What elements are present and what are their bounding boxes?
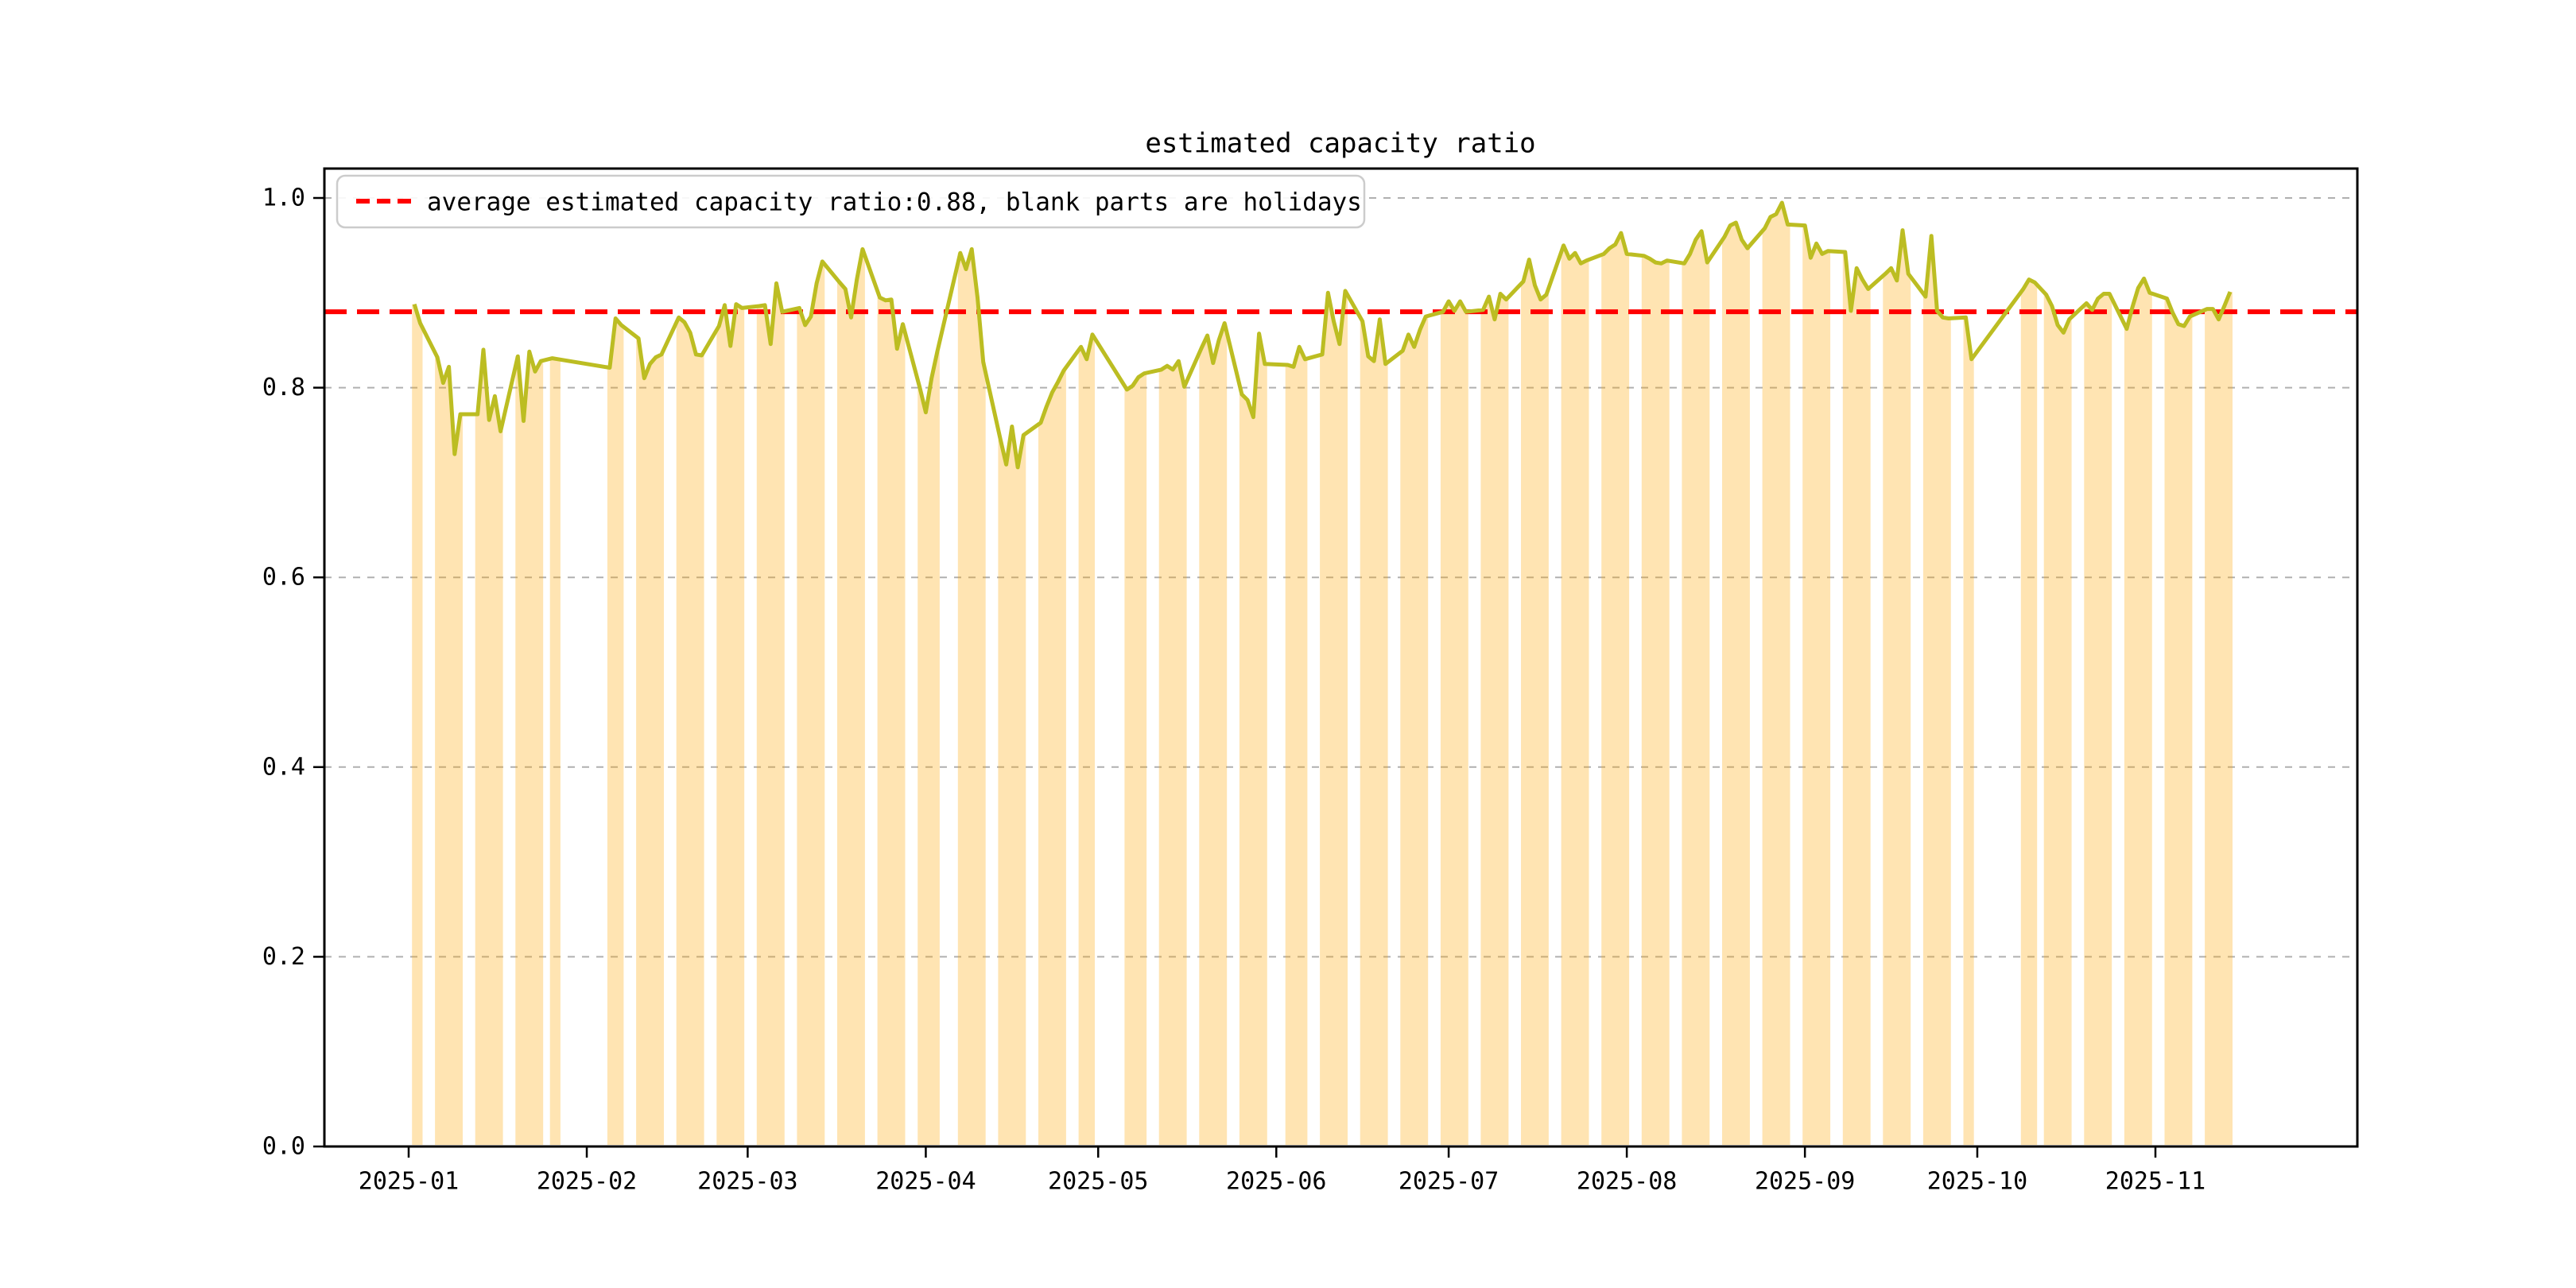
workday-fill [607, 318, 624, 1145]
capacity-ratio-line [412, 200, 2233, 470]
legend-label: average estimated capacity ratio:0.88, b… [427, 188, 1362, 217]
y-tick-label: 0.0 [262, 1133, 305, 1161]
workday-fill [2043, 294, 2072, 1146]
y-tick-label: 0.4 [262, 753, 305, 781]
workday-fill [636, 338, 664, 1146]
y-tick-label: 1.0 [262, 184, 305, 212]
workday-fill [475, 349, 503, 1145]
workday-fill [918, 351, 940, 1145]
x-tick-label: 2025-03 [697, 1168, 797, 1196]
workday-fill [1641, 255, 1670, 1145]
x-tick-label: 2025-10 [1927, 1168, 2027, 1196]
workday-fill [1842, 252, 1871, 1145]
workday-fill [1722, 223, 1750, 1145]
y-tick-label: 0.6 [262, 564, 305, 592]
workday-fill [2084, 293, 2112, 1145]
workday-fill [1239, 333, 1267, 1146]
workday-fill [1320, 290, 1348, 1145]
axis-ticks [313, 196, 2157, 1158]
workday-fill [1521, 259, 1549, 1145]
workday-fill [1561, 245, 1589, 1146]
workday-fill [412, 304, 423, 1146]
workday-fill [2164, 298, 2193, 1145]
chart-title: estimated capacity ratio [1145, 128, 1535, 160]
workday-fill [756, 283, 785, 1145]
x-tick-label: 2025-11 [2105, 1168, 2206, 1196]
gridlines [324, 197, 2357, 958]
workday-fill [1963, 317, 1974, 1145]
workday-fill [1400, 316, 1429, 1146]
workday-fill [797, 261, 825, 1145]
workday-fill [2020, 279, 2038, 1146]
workday-fill [1601, 233, 1630, 1146]
workday-fill [1078, 334, 1095, 1145]
x-tick-label: 2025-04 [875, 1168, 976, 1196]
x-tick-label: 2025-06 [1226, 1168, 1326, 1196]
x-tick-label: 2025-05 [1048, 1168, 1148, 1196]
workday-fill [515, 351, 544, 1145]
workday-fill [1285, 347, 1308, 1145]
workday-fill [1762, 203, 1790, 1145]
x-tick-label: 2025-08 [1577, 1168, 1677, 1196]
workday-fill [676, 317, 704, 1145]
workday-fill [435, 357, 463, 1145]
y-tick-label: 0.2 [262, 943, 305, 971]
workday-fills [412, 203, 2233, 1146]
workday-fill [1199, 323, 1228, 1145]
x-tick-label: 2025-07 [1399, 1168, 1499, 1196]
workday-fill [1038, 370, 1066, 1146]
axes-spines [323, 167, 2359, 1148]
legend-box [336, 174, 1366, 229]
workday-fill [998, 426, 1026, 1145]
workday-fill [549, 358, 561, 1146]
workday-fill [2124, 278, 2152, 1145]
workday-fill [1360, 319, 1388, 1146]
x-axis-labels: 2025-01 2025-02 2025-03 2025-04 2025-05 2025-… [359, 1168, 2206, 1196]
x-tick-label: 2025-01 [359, 1168, 459, 1196]
workday-fill [716, 304, 745, 1146]
y-tick-label: 0.8 [262, 374, 305, 402]
workday-fill [2205, 292, 2233, 1146]
workday-fill [837, 249, 865, 1145]
workday-fill [1158, 361, 1187, 1145]
y-axis-labels: 0.0 0.2 0.4 0.6 0.8 1.0 [262, 184, 305, 1161]
workday-fill [1124, 373, 1147, 1145]
workday-fill [1883, 230, 1911, 1146]
workday-fill [1922, 235, 1951, 1146]
workday-fill [1682, 231, 1710, 1145]
x-tick-label: 2025-02 [537, 1168, 637, 1196]
x-tick-label: 2025-09 [1755, 1168, 1855, 1196]
workday-fill [877, 297, 906, 1145]
workday-fill [1480, 293, 1509, 1145]
workday-fill [957, 249, 986, 1145]
legend: average estimated capacity ratio:0.88, b… [336, 174, 1366, 229]
workday-fill [1440, 301, 1468, 1145]
workday-fill [1802, 225, 1831, 1146]
